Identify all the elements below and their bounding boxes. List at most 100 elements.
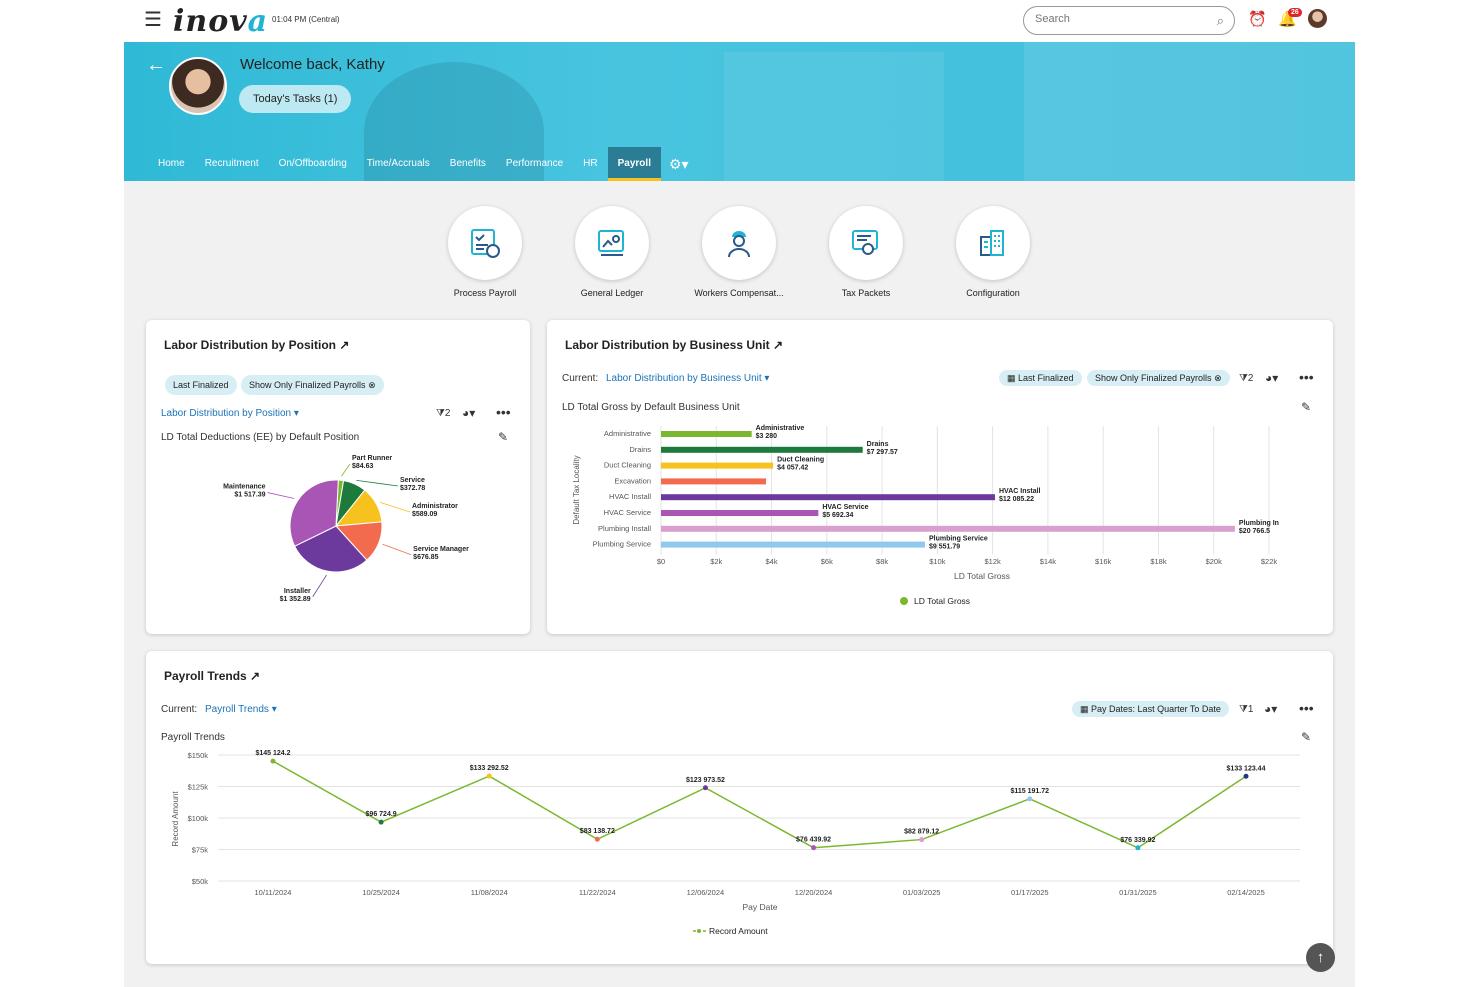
inova-logo[interactable]: inova [173,4,269,39]
pie-leader-line [356,479,399,487]
tab-recruitment[interactable]: Recruitment [204,158,259,169]
filter-icon[interactable]: ⧩2 [1239,373,1254,384]
x-tick-label: $12k [985,557,1002,566]
more-options-icon[interactable]: ••• [1299,369,1314,385]
y-tick-label: Excavation [614,476,651,485]
filter-icon[interactable]: ⧩2 [436,408,451,419]
x-tick-label: $18k [1150,557,1167,566]
x-tick-label: 01/31/2025 [1119,888,1157,897]
x-tick-label: $14k [1040,557,1057,566]
card-title[interactable]: Payroll Trends ↗ [164,669,261,683]
data-point [1135,845,1141,851]
more-options-icon[interactable]: ••• [496,404,511,420]
bar-value-label: $7 297.57 [867,449,898,456]
alarm-clock-icon[interactable]: ⏰ [1248,11,1267,28]
top-bar: ☰ inova 01:04 PM (Central) ⌕ ⏰ 🔔 26 [124,0,1355,42]
tab-onoffboarding[interactable]: On/Offboarding [278,158,347,169]
hero-bg-shape [1024,42,1355,181]
data-label: $83 138.72 [580,828,615,835]
menu-icon[interactable]: ☰ [144,9,162,31]
tab-home[interactable]: Home [158,158,185,169]
general-ledger-icon[interactable] [575,206,649,280]
todays-tasks-button[interactable]: Today's Tasks (1) [239,85,352,113]
x-tick-label: 10/25/2024 [362,888,400,897]
x-tick-label: $0 [657,557,665,566]
process-payroll-icon[interactable] [448,206,522,280]
line-chart: $50k $75k $100k $125k $150k $145 124.2 10/11/2… [171,750,1300,936]
legend-marker [697,929,701,933]
pie-leader-line [267,492,295,499]
back-arrow-icon[interactable]: ← [146,54,166,76]
tax-packets-icon[interactable] [829,206,903,280]
tab-benefits[interactable]: Benefits [449,158,486,169]
scroll-to-top-button[interactable]: ↑ [1306,943,1335,972]
search-icon[interactable]: ⌕ [1216,13,1224,28]
workers-comp-icon[interactable] [702,206,776,280]
user-avatar[interactable] [1308,9,1327,28]
data-label: $76 439.92 [796,837,831,844]
nav-tabs: Home Recruitment On/Offboarding Time/Acc… [148,147,697,181]
welcome-text: Welcome back, Kathy [240,56,385,73]
bar [661,510,819,516]
x-tick-label: 12/20/2024 [795,888,833,897]
card-title[interactable]: Labor Distribution by Business Unit ↗ [565,338,784,352]
bar-label: Drains [867,441,889,448]
y-tick-label: $100k [188,814,209,823]
search-input[interactable] [1035,13,1205,25]
data-point [811,845,817,851]
pie-leader-line [312,574,327,597]
legend-label: LD Total Gross [914,596,970,606]
x-tick-label: $4k [765,557,777,566]
quick-link-configuration[interactable]: Configuration [933,206,1053,298]
chart-type-icon[interactable]: ◕▾ [462,406,476,420]
tab-hr[interactable]: HR [583,158,598,169]
x-tick-label: 02/14/2025 [1227,888,1265,897]
report-selector[interactable]: Labor Distribution by Business Unit ▾ [606,373,770,384]
data-point [486,773,492,779]
card-payroll-trends: Payroll Trends ↗ Current: Payroll Trends… [146,651,1333,964]
quick-link-label: Process Payroll [453,288,517,298]
chip-show-finalized[interactable]: Show Only Finalized Payrolls ⊗ [241,375,384,395]
profile-photo[interactable] [169,57,227,115]
tab-time-accruals[interactable]: Time/Accruals [366,158,430,169]
chart-type-icon[interactable]: ◕▾ [1265,371,1279,385]
pie-value-label: $84.63 [352,463,374,470]
chip-show-finalized[interactable]: Show Only Finalized Payrolls ⊗ [1087,370,1230,386]
filter-icon[interactable]: ⧩1 [1239,704,1254,715]
search-box[interactable]: ⌕ [1023,6,1235,35]
pie-label: Maintenance [223,484,266,491]
chip-pay-dates[interactable]: ▦ Pay Dates: Last Quarter To Date [1072,701,1229,717]
x-tick-label: 11/22/2024 [579,888,616,897]
chart-type-icon[interactable]: ◕▾ [1264,702,1278,716]
edit-pencil-icon[interactable]: ✎ [498,430,509,444]
gear-icon[interactable]: ⚙▾ [668,156,689,172]
bar-label: Duct Cleaning [777,457,824,464]
chip-last-finalized[interactable]: Last Finalized [165,375,237,395]
x-tick-label: 10/11/2024 [255,888,292,897]
tab-payroll[interactable]: Payroll [607,147,661,181]
configuration-icon[interactable] [956,206,1030,280]
chip-last-finalized[interactable]: ▦ Last Finalized [999,370,1082,386]
x-tick-label: $2k [710,557,722,566]
x-tick-label: $10k [929,557,946,566]
report-selector[interactable]: Payroll Trends ▾ [205,704,277,715]
x-axis-label: LD Total Gross [954,571,1010,581]
edit-pencil-icon[interactable]: ✎ [1301,730,1312,744]
quick-link-workers-comp[interactable]: Workers Compensat... [679,206,799,298]
more-options-icon[interactable]: ••• [1299,700,1314,716]
report-selector[interactable]: Labor Distribution by Position ▾ [161,408,299,419]
edit-pencil-icon[interactable]: ✎ [1301,400,1312,414]
pie-value-label: $1 517.39 [234,492,265,499]
data-point [594,836,600,842]
bar-label: Plumbing Service [929,536,988,543]
x-axis-label: Pay Date [743,902,778,912]
quick-link-general-ledger[interactable]: General Ledger [552,206,672,298]
tab-performance[interactable]: Performance [505,158,564,169]
quick-link-tax-packets[interactable]: Tax Packets [806,206,926,298]
quick-link-process-payroll[interactable]: Process Payroll [425,206,545,298]
close-icon[interactable]: ⊗ [1214,373,1222,383]
card-title[interactable]: Labor Distribution by Position ↗ [164,338,350,352]
x-tick-label: 01/03/2025 [903,888,941,897]
chart-title: LD Total Gross by Default Business Unit [562,402,740,413]
close-icon[interactable]: ⊗ [368,380,376,390]
